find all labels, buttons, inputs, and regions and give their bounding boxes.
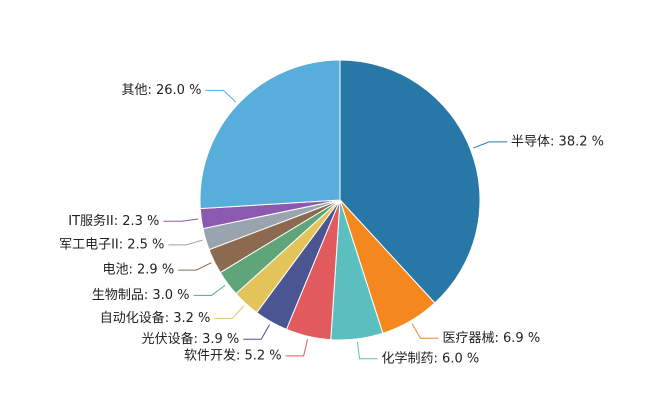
data-label: 光伏设备: 3.9 % [142,331,240,347]
leader-line [473,141,508,149]
data-label: 自动化设备: 3.2 % [100,310,211,326]
leader-line [193,284,226,296]
data-label: 软件开发: 5.2 % [184,347,282,363]
data-label: 电池: 2.9 % [103,263,175,278]
leader-line [178,262,212,271]
data-label: 医疗器械: 6.9 % [443,331,541,346]
leader-line [243,324,271,340]
pie-slice [339,59,481,304]
data-label: IT服务II: 2.3 % [68,213,159,229]
pie-slice [199,59,341,210]
leader-line [163,218,199,222]
leader-line [205,89,237,103]
data-label: 生物制品: 3.0 % [92,288,190,303]
leader-line [356,341,378,360]
data-label: 其他: 26.0 % [122,83,202,98]
data-label: 半导体: 38.2 % [511,134,604,149]
leader-line [411,323,439,339]
data-label: 军工电子II: 2.5 % [59,237,164,252]
data-label: 化学制药: 6.0 % [382,350,480,366]
leader-line [285,339,309,357]
leader-line [168,239,203,246]
leader-line [214,305,245,319]
